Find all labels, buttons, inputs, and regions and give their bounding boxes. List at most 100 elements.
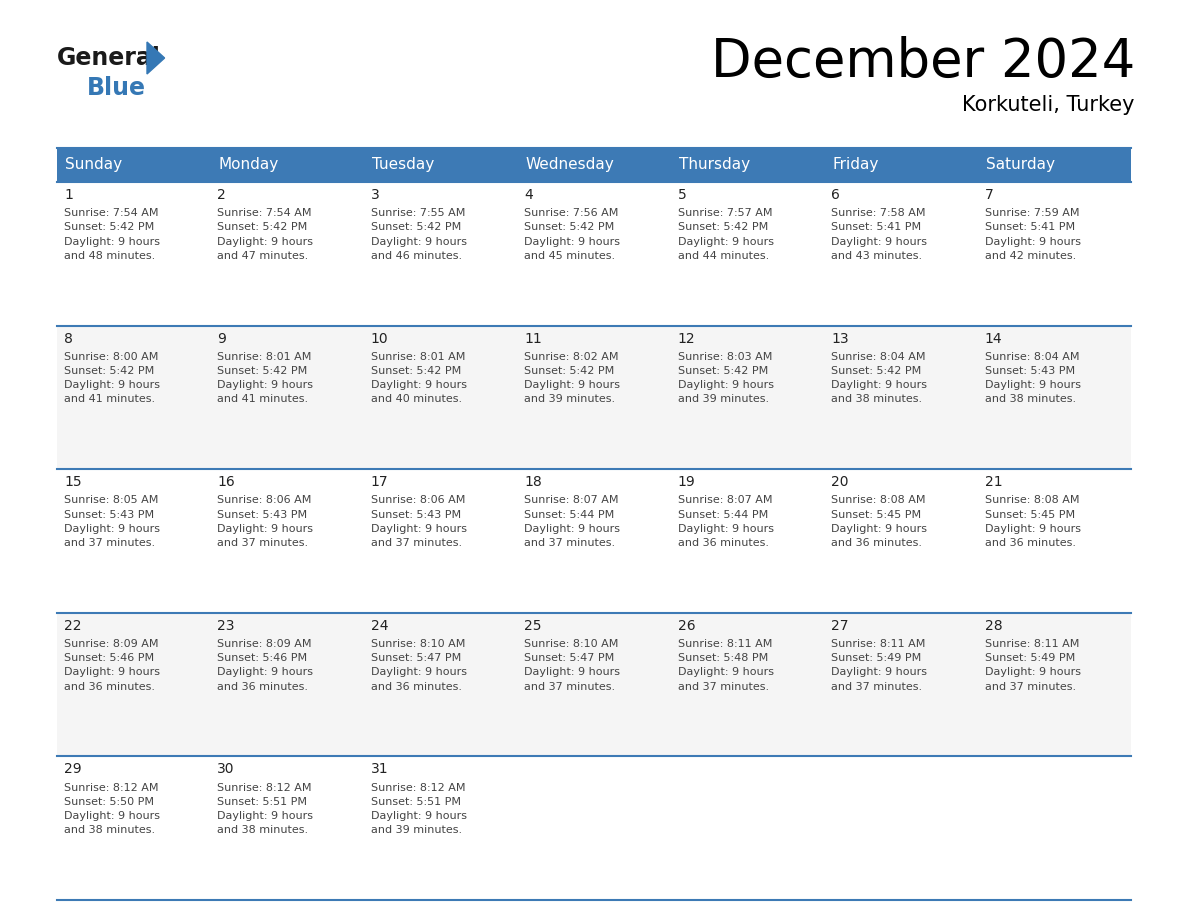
Text: 8: 8 bbox=[64, 331, 72, 345]
Text: and 40 minutes.: and 40 minutes. bbox=[371, 395, 462, 404]
Text: Daylight: 9 hours: Daylight: 9 hours bbox=[64, 524, 160, 533]
Text: Sunrise: 8:12 AM: Sunrise: 8:12 AM bbox=[64, 783, 158, 792]
Text: and 45 minutes.: and 45 minutes. bbox=[524, 251, 615, 261]
Text: and 43 minutes.: and 43 minutes. bbox=[832, 251, 922, 261]
Text: and 48 minutes.: and 48 minutes. bbox=[64, 251, 156, 261]
Text: Sunset: 5:41 PM: Sunset: 5:41 PM bbox=[985, 222, 1075, 232]
Text: Sunrise: 8:07 AM: Sunrise: 8:07 AM bbox=[677, 496, 772, 506]
Bar bbox=[671, 469, 824, 613]
Bar bbox=[364, 469, 517, 613]
Text: General: General bbox=[57, 46, 160, 70]
Text: 29: 29 bbox=[64, 763, 82, 777]
Text: and 38 minutes.: and 38 minutes. bbox=[64, 825, 156, 835]
Text: Sunset: 5:49 PM: Sunset: 5:49 PM bbox=[985, 654, 1075, 663]
Bar bbox=[978, 613, 1131, 756]
Text: and 38 minutes.: and 38 minutes. bbox=[217, 825, 309, 835]
Text: 3: 3 bbox=[371, 188, 380, 202]
Text: Daylight: 9 hours: Daylight: 9 hours bbox=[371, 811, 467, 821]
Text: Sunset: 5:46 PM: Sunset: 5:46 PM bbox=[217, 654, 308, 663]
Text: Daylight: 9 hours: Daylight: 9 hours bbox=[524, 667, 620, 677]
Text: 9: 9 bbox=[217, 331, 226, 345]
Text: 28: 28 bbox=[985, 619, 1003, 633]
Bar bbox=[824, 756, 978, 900]
Text: 7: 7 bbox=[985, 188, 993, 202]
Text: 16: 16 bbox=[217, 476, 235, 489]
Text: 21: 21 bbox=[985, 476, 1003, 489]
Bar bbox=[978, 182, 1131, 326]
Text: Thursday: Thursday bbox=[678, 158, 750, 173]
Text: Sunset: 5:45 PM: Sunset: 5:45 PM bbox=[985, 509, 1075, 520]
Text: and 39 minutes.: and 39 minutes. bbox=[371, 825, 462, 835]
Text: Sunset: 5:51 PM: Sunset: 5:51 PM bbox=[371, 797, 461, 807]
Text: 30: 30 bbox=[217, 763, 235, 777]
Text: Sunrise: 8:11 AM: Sunrise: 8:11 AM bbox=[677, 639, 772, 649]
Text: Sunrise: 8:08 AM: Sunrise: 8:08 AM bbox=[985, 496, 1079, 506]
Text: Sunset: 5:44 PM: Sunset: 5:44 PM bbox=[524, 509, 614, 520]
Text: and 42 minutes.: and 42 minutes. bbox=[985, 251, 1076, 261]
Bar bbox=[364, 182, 517, 326]
Text: and 46 minutes.: and 46 minutes. bbox=[371, 251, 462, 261]
Text: and 37 minutes.: and 37 minutes. bbox=[832, 681, 922, 691]
Text: and 36 minutes.: and 36 minutes. bbox=[217, 681, 309, 691]
Text: Sunset: 5:46 PM: Sunset: 5:46 PM bbox=[64, 654, 154, 663]
Text: Sunset: 5:44 PM: Sunset: 5:44 PM bbox=[677, 509, 767, 520]
Text: Wednesday: Wednesday bbox=[525, 158, 614, 173]
Text: Friday: Friday bbox=[832, 158, 878, 173]
Bar bbox=[210, 182, 364, 326]
Text: Daylight: 9 hours: Daylight: 9 hours bbox=[524, 524, 620, 533]
Text: and 36 minutes.: and 36 minutes. bbox=[985, 538, 1075, 548]
Text: and 36 minutes.: and 36 minutes. bbox=[64, 681, 154, 691]
Bar bbox=[824, 182, 978, 326]
Text: Daylight: 9 hours: Daylight: 9 hours bbox=[985, 237, 1081, 247]
Text: Sunrise: 8:01 AM: Sunrise: 8:01 AM bbox=[371, 352, 466, 362]
Text: 19: 19 bbox=[677, 476, 695, 489]
Text: Sunrise: 8:02 AM: Sunrise: 8:02 AM bbox=[524, 352, 619, 362]
Text: and 39 minutes.: and 39 minutes. bbox=[677, 395, 769, 404]
Bar bbox=[671, 182, 824, 326]
Text: Daylight: 9 hours: Daylight: 9 hours bbox=[985, 524, 1081, 533]
Bar bbox=[517, 182, 671, 326]
Text: and 47 minutes.: and 47 minutes. bbox=[217, 251, 309, 261]
Text: Sunset: 5:51 PM: Sunset: 5:51 PM bbox=[217, 797, 308, 807]
Text: Sunset: 5:42 PM: Sunset: 5:42 PM bbox=[217, 366, 308, 376]
Bar bbox=[517, 469, 671, 613]
Text: Daylight: 9 hours: Daylight: 9 hours bbox=[64, 237, 160, 247]
Text: 12: 12 bbox=[677, 331, 695, 345]
Bar bbox=[517, 756, 671, 900]
Text: Daylight: 9 hours: Daylight: 9 hours bbox=[677, 380, 773, 390]
Text: 27: 27 bbox=[832, 619, 848, 633]
Text: Sunset: 5:41 PM: Sunset: 5:41 PM bbox=[832, 222, 921, 232]
Text: Sunset: 5:42 PM: Sunset: 5:42 PM bbox=[677, 366, 767, 376]
Bar bbox=[210, 326, 364, 469]
Text: Daylight: 9 hours: Daylight: 9 hours bbox=[371, 667, 467, 677]
Text: and 37 minutes.: and 37 minutes. bbox=[524, 538, 615, 548]
Text: Monday: Monday bbox=[219, 158, 279, 173]
Text: 20: 20 bbox=[832, 476, 848, 489]
Text: and 37 minutes.: and 37 minutes. bbox=[64, 538, 156, 548]
Text: Sunset: 5:50 PM: Sunset: 5:50 PM bbox=[64, 797, 154, 807]
Text: Sunset: 5:42 PM: Sunset: 5:42 PM bbox=[64, 222, 154, 232]
Text: 14: 14 bbox=[985, 331, 1003, 345]
Text: 1: 1 bbox=[64, 188, 72, 202]
Bar bbox=[210, 469, 364, 613]
Text: Sunrise: 8:00 AM: Sunrise: 8:00 AM bbox=[64, 352, 158, 362]
Text: and 41 minutes.: and 41 minutes. bbox=[217, 395, 309, 404]
Text: Sunrise: 8:12 AM: Sunrise: 8:12 AM bbox=[371, 783, 466, 792]
Bar bbox=[671, 326, 824, 469]
Bar bbox=[57, 469, 210, 613]
Text: Sunrise: 7:57 AM: Sunrise: 7:57 AM bbox=[677, 208, 772, 218]
Text: Sunrise: 8:06 AM: Sunrise: 8:06 AM bbox=[217, 496, 311, 506]
Bar bbox=[210, 613, 364, 756]
Text: 31: 31 bbox=[371, 763, 388, 777]
Text: and 37 minutes.: and 37 minutes. bbox=[677, 681, 769, 691]
Text: and 39 minutes.: and 39 minutes. bbox=[524, 395, 615, 404]
Text: 18: 18 bbox=[524, 476, 542, 489]
Text: 13: 13 bbox=[832, 331, 848, 345]
Text: Sunset: 5:42 PM: Sunset: 5:42 PM bbox=[64, 366, 154, 376]
Text: Sunrise: 7:54 AM: Sunrise: 7:54 AM bbox=[64, 208, 158, 218]
Text: Sunset: 5:48 PM: Sunset: 5:48 PM bbox=[677, 654, 767, 663]
Bar bbox=[57, 613, 210, 756]
Text: Sunset: 5:42 PM: Sunset: 5:42 PM bbox=[677, 222, 767, 232]
Text: Daylight: 9 hours: Daylight: 9 hours bbox=[217, 667, 314, 677]
Text: 10: 10 bbox=[371, 331, 388, 345]
